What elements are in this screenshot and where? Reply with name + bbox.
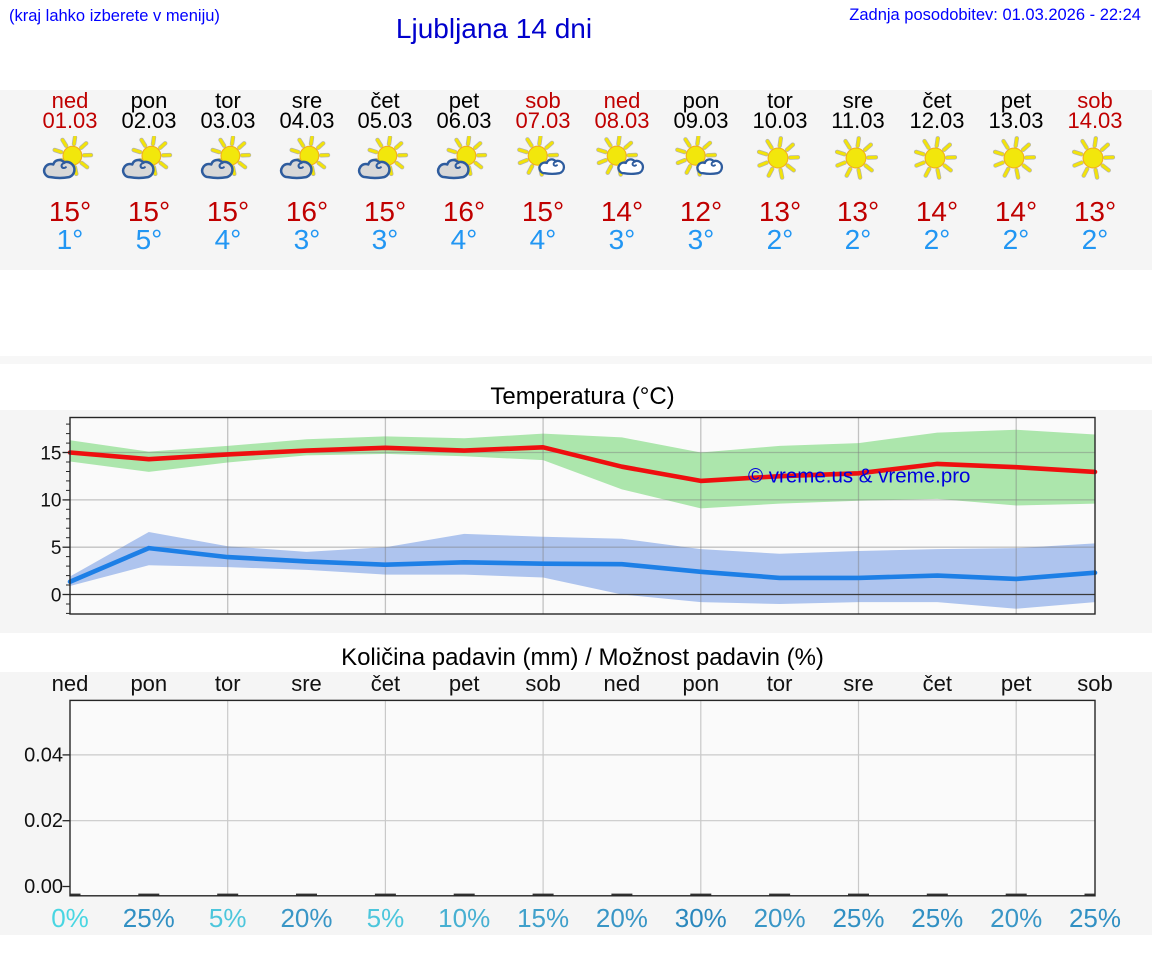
svg-text:pon: pon	[130, 672, 167, 696]
svg-text:5%: 5%	[209, 903, 247, 933]
svg-text:20%: 20%	[280, 903, 332, 933]
svg-text:0%: 0%	[51, 903, 89, 933]
svg-text:5%: 5%	[367, 903, 405, 933]
svg-text:25%: 25%	[123, 903, 175, 933]
svg-text:tor: tor	[215, 672, 241, 696]
svg-text:0.00: 0.00	[24, 876, 63, 898]
svg-text:20%: 20%	[596, 903, 648, 933]
svg-text:čet: čet	[923, 672, 952, 696]
svg-text:© vreme.us & vreme.pro: © vreme.us & vreme.pro	[748, 465, 970, 488]
svg-text:pon: pon	[682, 672, 719, 696]
svg-text:tor: tor	[767, 672, 793, 696]
svg-text:0.02: 0.02	[24, 810, 63, 832]
svg-text:sob: sob	[525, 672, 560, 696]
svg-text:ned: ned	[52, 672, 89, 696]
svg-text:15: 15	[40, 443, 61, 464]
svg-text:pet: pet	[1001, 672, 1032, 696]
svg-text:0.04: 0.04	[24, 744, 63, 766]
svg-text:sob: sob	[1077, 672, 1112, 696]
svg-text:10: 10	[40, 491, 61, 512]
svg-text:0: 0	[51, 585, 62, 606]
svg-text:10%: 10%	[438, 903, 490, 933]
svg-text:sre: sre	[291, 672, 322, 696]
svg-text:30%: 30%	[675, 903, 727, 933]
svg-text:sre: sre	[843, 672, 874, 696]
svg-text:20%: 20%	[754, 903, 806, 933]
svg-text:čet: čet	[371, 672, 400, 696]
svg-text:20%: 20%	[990, 903, 1042, 933]
svg-text:pet: pet	[449, 672, 480, 696]
svg-text:25%: 25%	[1069, 903, 1121, 933]
svg-text:25%: 25%	[911, 903, 963, 933]
svg-text:15%: 15%	[517, 903, 569, 933]
svg-text:ned: ned	[604, 672, 641, 696]
svg-text:5: 5	[51, 538, 62, 559]
svg-text:25%: 25%	[832, 903, 884, 933]
